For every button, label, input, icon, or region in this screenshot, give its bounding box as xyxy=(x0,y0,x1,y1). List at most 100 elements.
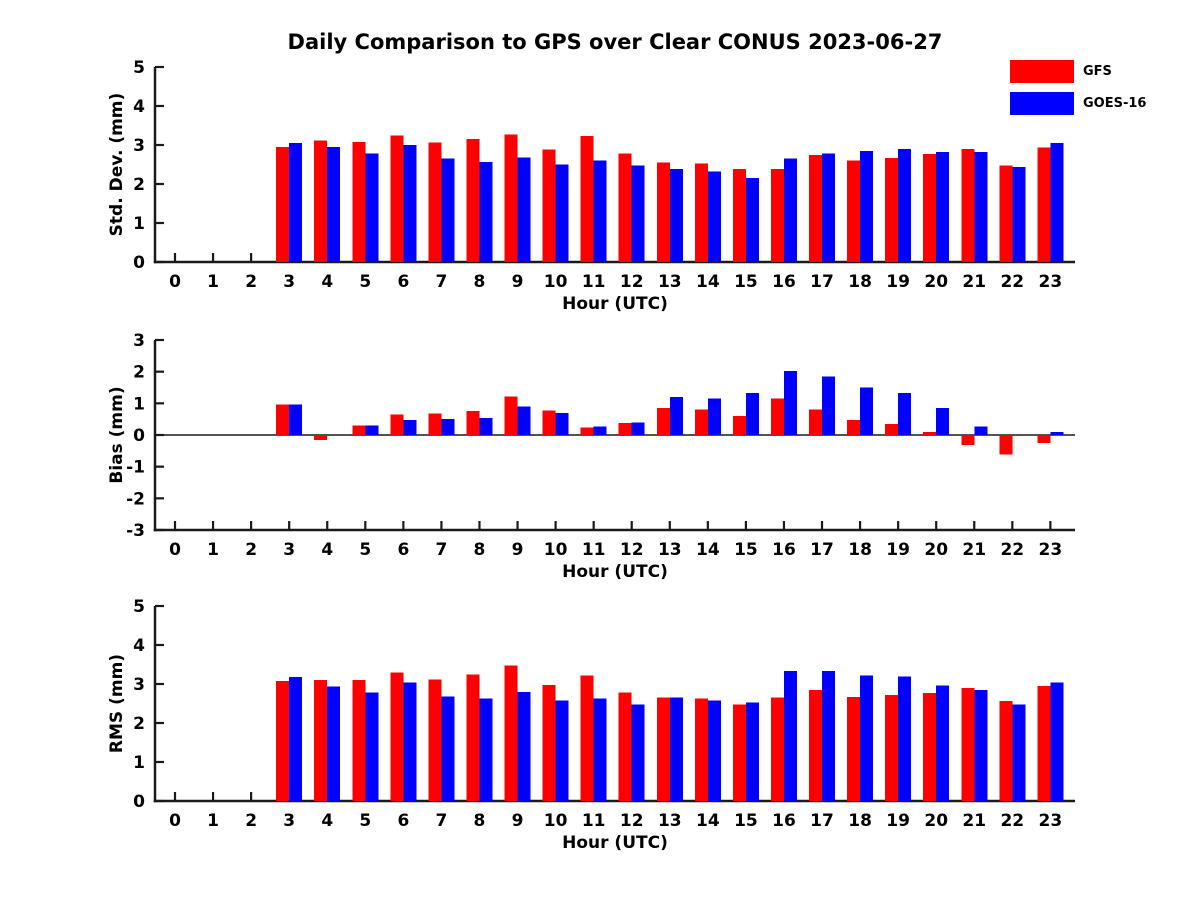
x-tick-label: 13 xyxy=(658,272,682,292)
bar-gfs-h14 xyxy=(694,698,708,801)
x-tick-label: 12 xyxy=(620,272,644,292)
bar-goes16-h22 xyxy=(1012,704,1026,801)
x-tick-label: 1 xyxy=(207,811,219,831)
x-tick-label: 21 xyxy=(962,811,986,831)
gfs-color-swatch xyxy=(1010,60,1074,83)
x-tick-label: 8 xyxy=(474,272,486,292)
bar-gfs-h4 xyxy=(314,435,328,440)
y-tick-label: 1 xyxy=(133,214,145,234)
bar-goes16-h11 xyxy=(593,698,607,801)
y-tick-label: 2 xyxy=(133,175,145,195)
x-tick-label: 14 xyxy=(696,540,720,560)
y-tick-label: 3 xyxy=(133,331,145,351)
y-tick-label: 2 xyxy=(133,363,145,383)
y-tick-label: 3 xyxy=(133,675,145,695)
bar-gfs-h16 xyxy=(770,169,784,262)
x-tick-label: 10 xyxy=(544,272,568,292)
bar-goes16-h12 xyxy=(631,165,645,262)
bar-goes16-h6 xyxy=(403,419,417,435)
bar-goes16-h10 xyxy=(555,700,569,801)
x-tick-label: 3 xyxy=(283,811,295,831)
bar-gfs-h10 xyxy=(542,410,556,435)
x-axis-title: Hour (UTC) xyxy=(562,833,668,853)
bar-gfs-h17 xyxy=(809,689,823,801)
bar-goes16-h9 xyxy=(517,691,531,801)
bar-goes16-h17 xyxy=(822,671,836,801)
y-tick-label: -2 xyxy=(126,489,145,509)
bar-gfs-h7 xyxy=(428,413,442,435)
bar-gfs-h11 xyxy=(580,427,594,435)
bar-gfs-h17 xyxy=(809,154,823,262)
x-tick-label: 15 xyxy=(734,540,758,560)
x-tick-label: 7 xyxy=(435,811,447,831)
bar-goes16-h3 xyxy=(289,404,303,435)
x-tick-label: 1 xyxy=(207,540,219,560)
bar-gfs-h12 xyxy=(618,422,632,435)
x-tick-label: 19 xyxy=(886,811,910,831)
bar-gfs-h13 xyxy=(656,162,670,262)
y-tick-label: 4 xyxy=(133,97,145,117)
x-tick-label: 3 xyxy=(283,540,295,560)
bar-goes16-h15 xyxy=(745,178,759,262)
bar-gfs-h8 xyxy=(466,674,480,801)
bar-gfs-h15 xyxy=(732,704,746,801)
x-tick-label: 2 xyxy=(245,272,257,292)
bar-goes16-h5 xyxy=(365,692,379,801)
x-tick-label: 21 xyxy=(962,540,986,560)
bar-goes16-h23 xyxy=(1050,431,1064,435)
bar-gfs-h6 xyxy=(390,672,404,801)
bar-goes16-h13 xyxy=(669,397,683,435)
legend-entry-goes16: GOES-16 xyxy=(1010,92,1146,115)
y-tick-label: 5 xyxy=(133,597,145,617)
bar-gfs-h4 xyxy=(314,140,328,262)
legend-label-goes16: GOES-16 xyxy=(1083,96,1147,111)
x-tick-label: 23 xyxy=(1039,811,1063,831)
bar-gfs-h20 xyxy=(923,431,937,435)
bar-goes16-h5 xyxy=(365,425,379,435)
x-tick-label: 1 xyxy=(207,272,219,292)
bar-gfs-h22 xyxy=(999,701,1013,801)
bar-goes16-h14 xyxy=(707,171,721,262)
bar-gfs-h8 xyxy=(466,410,480,435)
legend-label-gfs: GFS xyxy=(1083,64,1112,79)
bar-goes16-h20 xyxy=(936,152,950,262)
bar-goes16-h8 xyxy=(479,698,493,801)
bar-goes16-h16 xyxy=(783,671,797,801)
x-tick-label: 9 xyxy=(512,811,524,831)
bar-goes16-h3 xyxy=(289,676,303,801)
bar-gfs-h13 xyxy=(656,697,670,801)
bar-gfs-h19 xyxy=(885,157,899,262)
x-tick-label: 13 xyxy=(658,540,682,560)
bar-gfs-h12 xyxy=(618,153,632,262)
bar-gfs-h11 xyxy=(580,675,594,801)
x-tick-label: 17 xyxy=(810,272,834,292)
bar-gfs-h20 xyxy=(923,692,937,801)
bar-goes16-h14 xyxy=(707,700,721,801)
y-tick-label: 3 xyxy=(133,136,145,156)
y-tick-label: 0 xyxy=(133,792,145,812)
bar-gfs-h16 xyxy=(770,398,784,435)
bar-gfs-h20 xyxy=(923,153,937,262)
bar-goes16-h16 xyxy=(783,371,797,435)
bar-goes16-h11 xyxy=(593,160,607,262)
y-tick-label: -3 xyxy=(126,521,145,541)
bar-goes16-h4 xyxy=(327,686,341,801)
bar-goes16-h8 xyxy=(479,161,493,262)
x-tick-label: 8 xyxy=(474,540,486,560)
x-tick-label: 11 xyxy=(582,540,606,560)
x-tick-label: 2 xyxy=(245,811,257,831)
x-tick-label: 19 xyxy=(886,540,910,560)
y-tick-label: -1 xyxy=(126,458,145,478)
x-tick-label: 9 xyxy=(512,272,524,292)
bar-gfs-h7 xyxy=(428,142,442,262)
y-tick-label: 4 xyxy=(133,636,145,656)
bar-goes16-h17 xyxy=(822,153,836,262)
bar-goes16-h18 xyxy=(860,387,874,435)
bar-gfs-h14 xyxy=(694,163,708,262)
x-tick-label: 6 xyxy=(397,272,409,292)
legend: GFS GOES-16 xyxy=(1010,60,1146,115)
x-tick-label: 21 xyxy=(962,272,986,292)
bar-goes16-h21 xyxy=(974,426,988,435)
bar-goes16-h21 xyxy=(974,152,988,262)
